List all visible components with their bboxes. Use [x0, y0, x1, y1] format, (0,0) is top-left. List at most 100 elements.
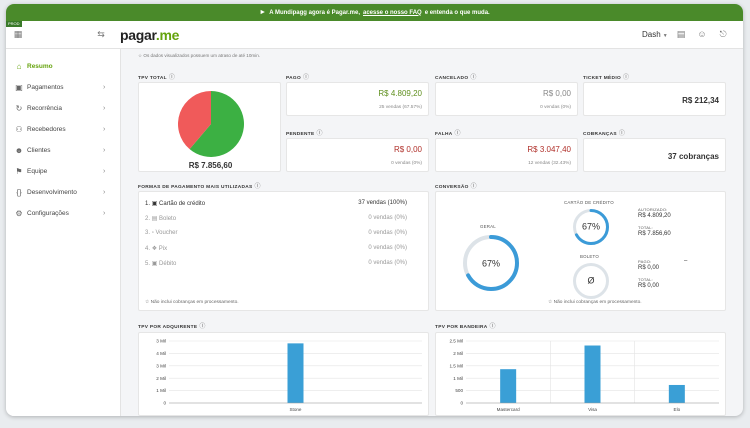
y-tick-label: 2.5 Mil: [449, 339, 463, 344]
tpv-total-label: TPV TOTAL ⓘ: [138, 75, 176, 81]
falha-label: FALHA ⓘ: [435, 131, 461, 137]
user-search-icon[interactable]: ☺: [697, 29, 707, 39]
info-icon: ⓘ: [254, 184, 261, 190]
x-tick-label: Mastercard: [497, 407, 520, 412]
info-icon: ⓘ: [622, 75, 630, 81]
formas-card: 1. ▣ Cartão de crédito 37 vendas (100%) …: [138, 191, 429, 311]
sidebar-item-desenvolvimento[interactable]: {} Desenvolvimento ›: [6, 183, 121, 201]
info-icon: ⓘ: [199, 324, 206, 330]
boleto-pago-label: PAGO:: [638, 259, 652, 264]
gauge-arc: [573, 209, 609, 245]
pago-sub: 25 vendas (67.57%): [379, 105, 422, 110]
sidebar-item-equipe[interactable]: ⚑ Equipe ›: [15, 166, 106, 176]
y-tick-label: 0: [163, 401, 166, 406]
falha-sub: 12 vendas (32.43%): [528, 161, 571, 166]
sidebar-item-configuracoes[interactable]: ⚙ Configurações ›: [15, 208, 106, 218]
announcement-banner: ► A Mundipagg agora é Pagar.me, acesse o…: [6, 4, 743, 21]
dashboard-select[interactable]: Dash ▼: [642, 30, 668, 39]
geral-label: GERAL: [480, 224, 496, 229]
app-window: ► A Mundipagg agora é Pagar.me, acesse o…: [6, 4, 743, 416]
logout-icon[interactable]: ⎋: [719, 29, 727, 39]
cartao-total-label: TOTAL:: [638, 225, 653, 230]
info-icon: ⓘ: [454, 131, 461, 137]
payment-method-row: 5. ▣ Débito 0 vendas (0%): [145, 260, 407, 267]
bandeira-label: TPV POR BANDEIRA ⓘ: [435, 324, 496, 330]
bar-visa: [584, 345, 601, 403]
y-tick-label: 2 Mil: [156, 376, 166, 381]
x-tick-label: Visa: [588, 407, 597, 412]
building-icon[interactable]: ▦: [13, 29, 23, 39]
payment-method-row: 3. ▫ Voucher 0 vendas (0%): [145, 230, 407, 236]
cancelado-sub: 0 vendas (0%): [540, 105, 571, 110]
cartao-autorizado-value: R$ 4.809,20: [638, 213, 671, 219]
cancelado-card: R$ 0,00 0 vendas (0%): [435, 82, 578, 116]
info-icon: ⓘ: [316, 131, 323, 137]
conversao-label: CONVERSÃO ⓘ: [435, 184, 477, 190]
chevron-right-icon: ›: [103, 209, 106, 217]
y-tick-label: 1 Mil: [453, 376, 463, 381]
cobrancas-card: 37 cobranças: [583, 138, 726, 172]
pendente-card: R$ 0,00 0 vendas (0%): [286, 138, 429, 172]
chevron-right-icon: ›: [103, 188, 106, 196]
gauge-value: 67%: [482, 258, 500, 268]
cartao-autorizado-label: AUTORIZADO:: [638, 207, 668, 212]
pix-icon: ❖: [151, 246, 158, 252]
payment-method-row: 2. ▤ Boleto 0 vendas (0%): [145, 215, 407, 222]
ticket-medio-label: TICKET MÉDIO ⓘ: [583, 75, 630, 81]
pie-slice-pago: [189, 91, 244, 157]
formas-label: FORMAS DE PAGAMENTO MAIS UTILIZADAS ⓘ: [138, 184, 261, 190]
y-tick-label: 1.5 Mil: [449, 363, 463, 368]
gauge-track: [573, 263, 609, 299]
cartao-label: CARTÃO DE CRÉDITO: [564, 200, 614, 205]
chevron-down-icon: ▼: [662, 33, 668, 39]
y-tick-label: 3 Mil: [156, 363, 166, 368]
pago-label: PAGO ⓘ: [286, 75, 310, 81]
boleto-total-label: TOTAL:: [638, 277, 653, 282]
tpv-total-value: R$ 7.856,60: [188, 161, 233, 170]
conversao-card: GERAL 67% CARTÃO DE CRÉDITO 67% AUTORIZA…: [435, 191, 726, 311]
y-tick-label: 500: [455, 388, 463, 393]
adquirente-label: TPV POR ADQUIRENTE ⓘ: [138, 324, 206, 330]
pago-card: R$ 4.809,20 25 vendas (67.57%): [286, 82, 429, 116]
chevron-right-icon: ›: [103, 167, 106, 175]
formas-note: ☆ Não inclui cobranças em processamento.: [145, 300, 239, 305]
boleto-pago-value: R$ 0,00: [638, 265, 660, 271]
sidebar-item-clientes[interactable]: ☻ Clientes ›: [14, 145, 106, 155]
chevron-right-icon: ›: [103, 125, 106, 133]
info-icon: ⓘ: [168, 75, 176, 81]
cobrancas-value: 37 cobranças: [667, 152, 719, 161]
sidebar-item-recorrencia[interactable]: ↻ Recorrência ›: [15, 103, 106, 113]
cartao-total-value: R$ 7.856,60: [638, 231, 671, 237]
sidebar-item-resumo[interactable]: ⌂ Resumo: [6, 57, 121, 75]
geral-gauge: 67%: [463, 235, 519, 291]
company-icon[interactable]: ▤: [676, 29, 686, 39]
info-icon: ⓘ: [489, 324, 496, 330]
chevron-right-icon: ›: [103, 146, 106, 154]
card-icon: ▣: [15, 82, 23, 92]
users-icon: ⚇: [15, 124, 23, 134]
env-badge: PROD: [6, 21, 22, 27]
gear-icon: ⚙: [15, 208, 23, 218]
bar-elo: [668, 384, 685, 403]
y-tick-label: 1 Mil: [156, 388, 166, 393]
chevron-right-icon: ›: [103, 104, 106, 112]
bar-mastercard: [500, 369, 517, 403]
user-icon: ☻: [14, 145, 24, 155]
info-icon: ⓘ: [470, 75, 477, 81]
credit-card-icon: ▣: [151, 201, 158, 207]
bandeira-bar-chart: 0 500 1 Mil 1.5 Mil 2 Mil 2.5 Mil Mastercard Vi…: [449, 339, 719, 412]
refresh-icon: ↻: [15, 103, 23, 113]
x-tick-label: Stone: [289, 407, 301, 412]
collapse-sidebar-icon[interactable]: ⇆: [97, 29, 105, 39]
home-icon: ⌂: [16, 61, 22, 71]
dashboard-content: ☆ Os dados visualizados possuem um atras…: [128, 49, 736, 416]
falha-value: R$ 3.047,40: [527, 145, 571, 154]
code-icon: {}: [16, 187, 22, 197]
sidebar-item-pagamentos[interactable]: ▣ Pagamentos ›: [15, 82, 106, 92]
tpv-pie-chart: [178, 91, 244, 157]
y-tick-label: 2 Mil: [453, 351, 463, 356]
team-icon: ⚑: [15, 166, 23, 176]
faq-link[interactable]: acesse o nosso FAQ: [363, 9, 422, 16]
barcode-icon: ▤: [151, 216, 158, 222]
sidebar-item-recebedores[interactable]: ⚇ Recebedores ›: [15, 124, 106, 134]
